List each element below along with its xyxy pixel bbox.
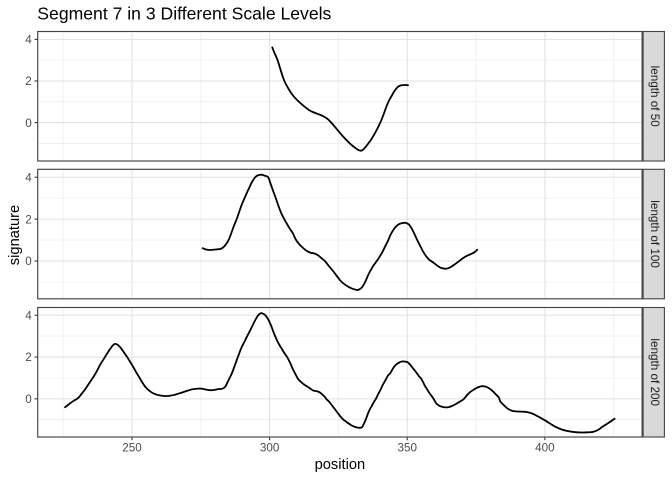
svg-text:length of 200: length of 200	[648, 338, 661, 406]
svg-text:signature: signature	[7, 205, 23, 265]
svg-text:4: 4	[25, 34, 32, 47]
svg-text:2: 2	[25, 75, 32, 88]
svg-text:0: 0	[25, 393, 32, 406]
svg-text:0: 0	[25, 117, 32, 130]
svg-text:2: 2	[25, 351, 32, 364]
svg-text:length of 50: length of 50	[648, 66, 661, 128]
svg-text:300: 300	[260, 442, 280, 455]
svg-text:350: 350	[397, 442, 417, 455]
svg-text:4: 4	[25, 171, 32, 184]
svg-text:2: 2	[25, 213, 32, 226]
svg-text:length of 100: length of 100	[648, 200, 661, 268]
svg-text:position: position	[315, 457, 366, 473]
svg-text:0: 0	[25, 255, 32, 268]
svg-text:400: 400	[535, 442, 555, 455]
svg-text:Segment 7 in 3 Different Scale: Segment 7 in 3 Different Scale Levels	[37, 4, 331, 24]
svg-text:4: 4	[25, 309, 32, 322]
svg-text:250: 250	[122, 442, 142, 455]
